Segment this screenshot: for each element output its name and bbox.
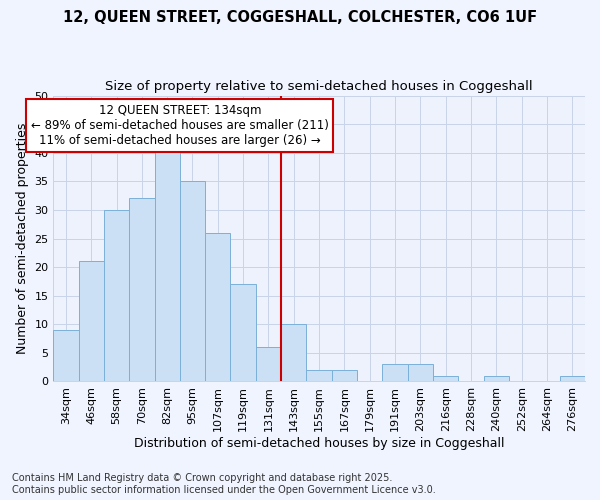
- Bar: [408, 364, 433, 382]
- Bar: [560, 376, 585, 382]
- Bar: [256, 347, 281, 382]
- Bar: [484, 376, 509, 382]
- Bar: [382, 364, 408, 382]
- X-axis label: Distribution of semi-detached houses by size in Coggeshall: Distribution of semi-detached houses by …: [134, 437, 505, 450]
- Text: 12 QUEEN STREET: 134sqm
← 89% of semi-detached houses are smaller (211)
11% of s: 12 QUEEN STREET: 134sqm ← 89% of semi-de…: [31, 104, 329, 147]
- Bar: [104, 210, 129, 382]
- Title: Size of property relative to semi-detached houses in Coggeshall: Size of property relative to semi-detach…: [105, 80, 533, 93]
- Bar: [230, 284, 256, 382]
- Bar: [433, 376, 458, 382]
- Bar: [281, 324, 307, 382]
- Bar: [180, 182, 205, 382]
- Bar: [129, 198, 155, 382]
- Text: Contains HM Land Registry data © Crown copyright and database right 2025.
Contai: Contains HM Land Registry data © Crown c…: [12, 474, 436, 495]
- Y-axis label: Number of semi-detached properties: Number of semi-detached properties: [16, 123, 29, 354]
- Text: 12, QUEEN STREET, COGGESHALL, COLCHESTER, CO6 1UF: 12, QUEEN STREET, COGGESHALL, COLCHESTER…: [63, 10, 537, 25]
- Bar: [205, 233, 230, 382]
- Bar: [53, 330, 79, 382]
- Bar: [79, 262, 104, 382]
- Bar: [155, 147, 180, 382]
- Bar: [332, 370, 357, 382]
- Bar: [307, 370, 332, 382]
